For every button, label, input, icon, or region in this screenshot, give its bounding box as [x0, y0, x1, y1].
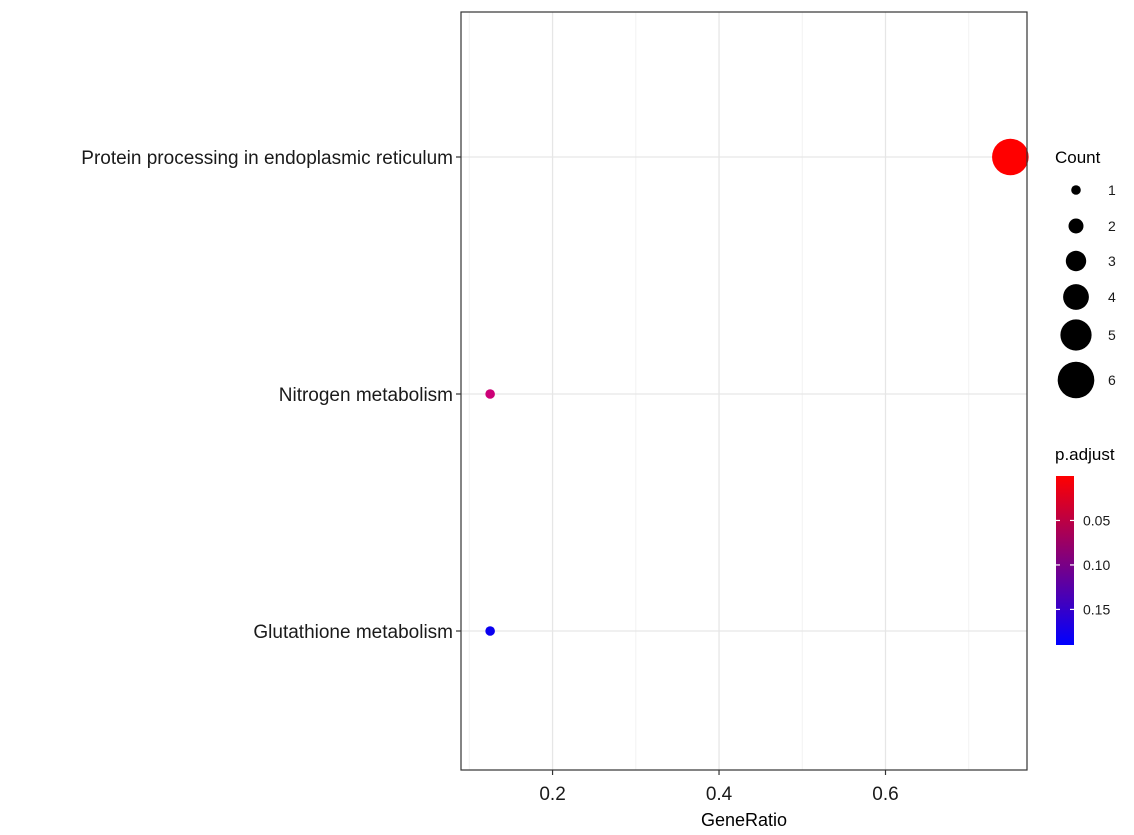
data-point — [992, 138, 1029, 176]
size-legend-key — [1057, 361, 1095, 399]
size-legend-key — [1065, 250, 1087, 272]
color-legend-ticks: 0.05 0.10 0.15 — [1056, 512, 1110, 617]
y-tick-label: Protein processing in endoplasmic reticu… — [81, 148, 453, 169]
x-axis: 0.2 0.4 0.6 — [539, 770, 899, 805]
size-legend-items: 1 2 3 4 5 6 — [1057, 182, 1116, 399]
data-point — [485, 389, 495, 399]
size-legend: Count 1 2 3 4 5 6 — [1055, 148, 1116, 399]
data-point — [485, 626, 495, 636]
plot-background — [461, 12, 1027, 770]
size-legend-key — [1071, 185, 1081, 195]
color-legend-label: 0.10 — [1083, 557, 1110, 573]
size-legend-label: 2 — [1108, 218, 1116, 234]
color-legend-label: 0.15 — [1083, 601, 1110, 617]
size-legend-label: 4 — [1108, 289, 1116, 305]
size-legend-key — [1068, 218, 1084, 234]
data-points — [485, 138, 1029, 636]
y-tick-label: Nitrogen metabolism — [279, 385, 453, 406]
size-legend-label: 5 — [1108, 327, 1116, 343]
x-tick-label: 0.4 — [706, 784, 733, 805]
size-legend-key — [1060, 319, 1092, 351]
size-legend-label: 6 — [1108, 372, 1116, 388]
size-legend-key — [1063, 284, 1089, 310]
color-legend-title: p.adjust — [1055, 445, 1115, 464]
x-tick-label: 0.6 — [872, 784, 898, 805]
y-axis: Protein processing in endoplasmic reticu… — [81, 148, 461, 643]
plot-panel-border — [460, 11, 1028, 771]
x-axis-label: GeneRatio — [701, 810, 787, 830]
grid-lines — [461, 12, 1027, 770]
y-tick-label: Glutathione metabolism — [253, 622, 453, 643]
color-legend-bar — [1056, 476, 1074, 645]
color-legend: p.adjust 0.05 0.10 0.15 — [1055, 445, 1115, 645]
size-legend-title: Count — [1055, 148, 1101, 167]
size-legend-label: 1 — [1108, 182, 1116, 198]
size-legend-label: 3 — [1108, 253, 1116, 269]
color-legend-label: 0.05 — [1083, 512, 1110, 528]
x-tick-label: 0.2 — [539, 784, 565, 805]
